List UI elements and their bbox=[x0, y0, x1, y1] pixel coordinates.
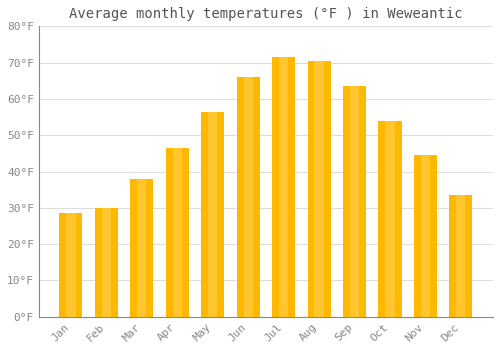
Bar bbox=[414, 155, 437, 317]
Bar bbox=[279, 57, 288, 317]
Bar bbox=[386, 121, 394, 317]
Bar bbox=[138, 179, 146, 317]
Bar bbox=[172, 148, 182, 317]
Bar bbox=[343, 86, 366, 317]
Bar bbox=[421, 155, 430, 317]
Bar bbox=[378, 121, 402, 317]
Bar bbox=[450, 195, 472, 317]
Bar bbox=[60, 213, 82, 317]
Bar bbox=[130, 179, 154, 317]
Bar bbox=[201, 112, 224, 317]
Bar bbox=[95, 208, 118, 317]
Bar bbox=[236, 77, 260, 317]
Bar bbox=[350, 86, 359, 317]
Bar bbox=[208, 112, 218, 317]
Bar bbox=[456, 195, 466, 317]
Bar bbox=[102, 208, 111, 317]
Bar bbox=[308, 61, 330, 317]
Title: Average monthly temperatures (°F ) in Weweantic: Average monthly temperatures (°F ) in We… bbox=[69, 7, 462, 21]
Bar bbox=[66, 213, 76, 317]
Bar bbox=[272, 57, 295, 317]
Bar bbox=[314, 61, 324, 317]
Bar bbox=[244, 77, 253, 317]
Bar bbox=[166, 148, 189, 317]
